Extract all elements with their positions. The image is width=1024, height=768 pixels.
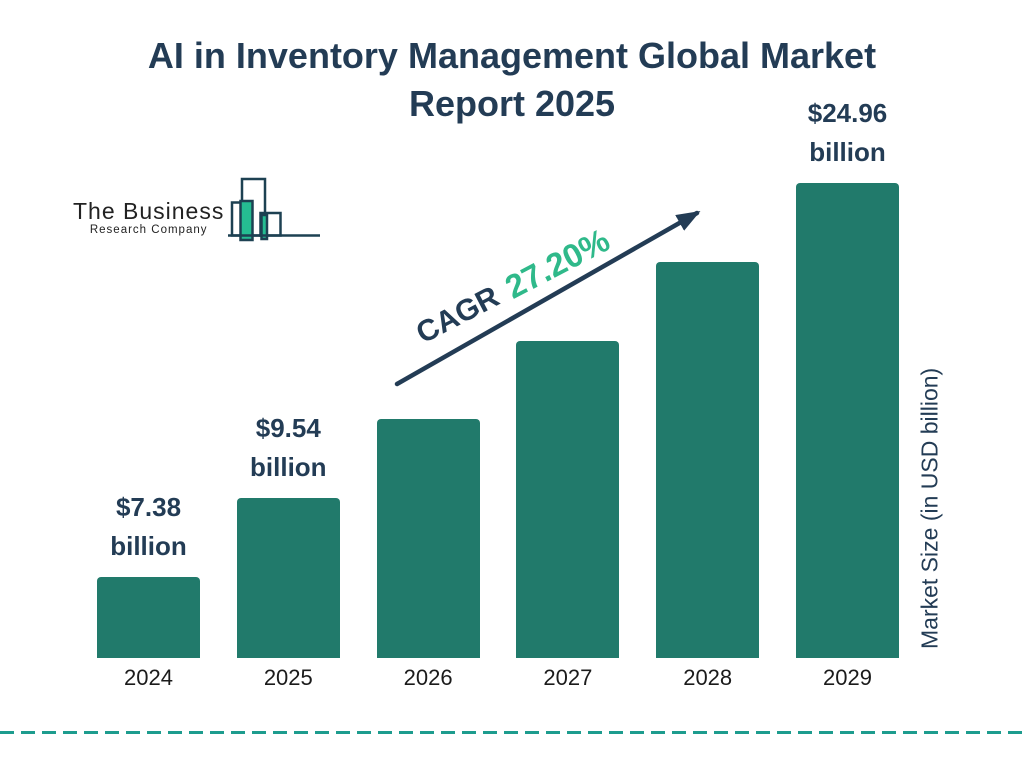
y-axis-label: Market Size (in USD billion) [916, 367, 943, 649]
x-tick-2028: 2028 [683, 665, 733, 690]
x-tick-2024: 2024 [124, 665, 173, 690]
x-tick-2027: 2027 [543, 665, 593, 690]
bar-2029 [796, 183, 899, 658]
page-title-line1: AI in Inventory Management Global Market [147, 35, 877, 76]
company-logo: The Business Research Company [73, 176, 322, 242]
bar-2024 [97, 577, 200, 658]
cagr-trend-arrow-icon [394, 210, 701, 387]
bar-value-label-2024: $7.38 billion [110, 488, 187, 566]
cagr-prefix: CAGR [411, 280, 505, 351]
bar-value-line1: $9.54 [255, 413, 321, 444]
bar-2026 [376, 419, 480, 658]
bar-2025 [236, 498, 340, 658]
bar-chart-logo-icon [228, 177, 321, 242]
bar-value-line2: billion [809, 137, 886, 167]
bar-2028 [656, 261, 760, 658]
page-title: AI in Inventory Management Global Market… [0, 32, 1024, 128]
x-tick-2025: 2025 [263, 665, 313, 690]
bar-value-line1: $24.96 [807, 98, 888, 128]
bar-value-line2: billion [110, 531, 187, 561]
x-tick-2029: 2029 [823, 665, 872, 690]
bar-value-label-2029: $24.96 billion [808, 94, 888, 172]
bar-2027 [516, 340, 620, 658]
bar-value-line2: billion [250, 452, 327, 483]
page-title-line2: Report 2025 [408, 83, 616, 124]
company-subname: Research Company [89, 224, 208, 236]
x-tick-2026: 2026 [403, 665, 453, 690]
company-logo-text: The Business Research Company [73, 198, 224, 242]
company-name: The Business [73, 198, 225, 224]
bar-value-label-2025: $9.54 billion [250, 409, 327, 487]
bar-value-line1: $7.38 [115, 492, 182, 522]
bottom-dashed-divider [0, 731, 1024, 734]
